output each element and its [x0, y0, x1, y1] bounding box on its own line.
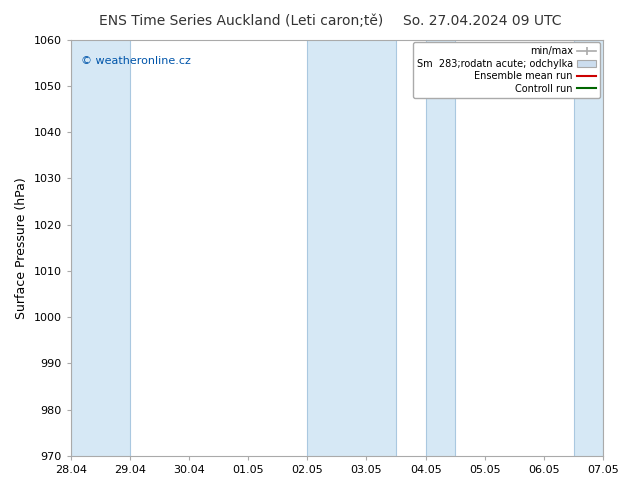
Legend: min/max, Sm  283;rodatn acute; odchylka, Ensemble mean run, Controll run: min/max, Sm 283;rodatn acute; odchylka, … — [413, 43, 600, 98]
Text: ENS Time Series Auckland (Leti caron;tě): ENS Time Series Auckland (Leti caron;tě) — [99, 14, 383, 28]
Bar — [71, 40, 130, 456]
Bar — [425, 40, 455, 456]
Bar — [574, 40, 603, 456]
Bar — [307, 40, 396, 456]
Y-axis label: Surface Pressure (hPa): Surface Pressure (hPa) — [15, 177, 28, 318]
Text: © weatheronline.cz: © weatheronline.cz — [81, 56, 191, 66]
Text: So. 27.04.2024 09 UTC: So. 27.04.2024 09 UTC — [403, 14, 561, 28]
